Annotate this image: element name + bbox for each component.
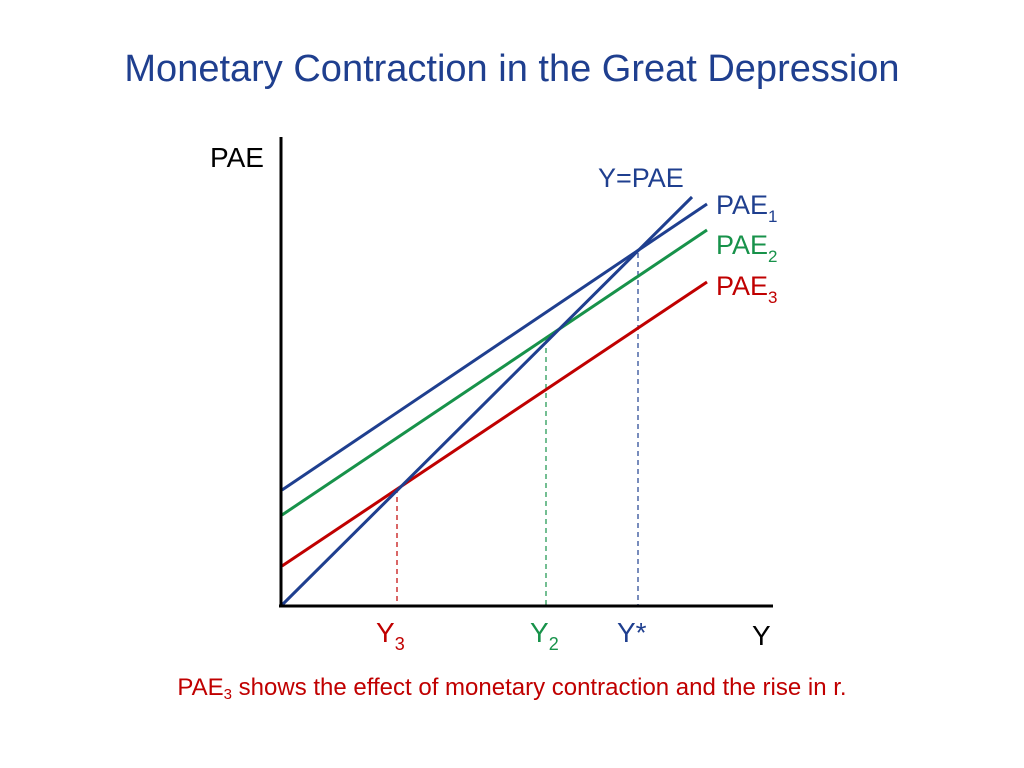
x-axis-label: Y xyxy=(752,620,771,651)
ystar-marker-label: Y* xyxy=(617,617,647,648)
y3-marker-label: Y3 xyxy=(376,617,405,654)
y-axis-label: PAE xyxy=(210,142,264,173)
pae2-label: PAE2 xyxy=(716,230,778,266)
caption: PAE3 shows the effect of monetary contra… xyxy=(177,674,847,703)
y2-marker-label: Y2 xyxy=(530,617,559,654)
pae1-label: PAE1 xyxy=(716,190,778,226)
pae2-line xyxy=(281,228,708,517)
pae3-line xyxy=(281,280,708,568)
y-equals-pae-label: Y=PAE xyxy=(598,163,684,193)
slide-title: Monetary Contraction in the Great Depres… xyxy=(124,48,900,90)
y-equals-pae-line xyxy=(280,195,694,607)
pae3-label: PAE3 xyxy=(716,271,778,307)
